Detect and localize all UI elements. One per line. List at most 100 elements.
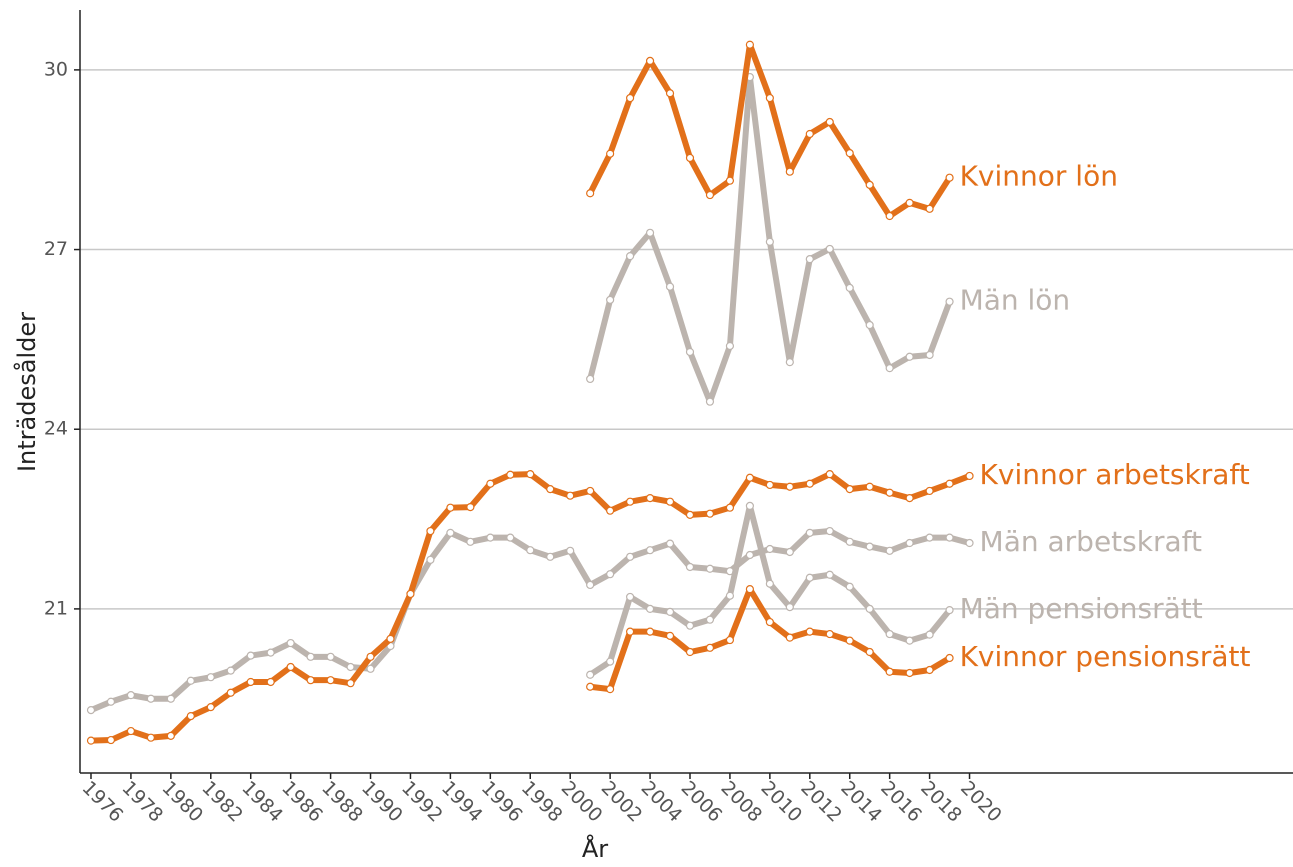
point	[606, 657, 615, 666]
point	[825, 570, 834, 579]
point	[466, 537, 475, 546]
point	[366, 652, 375, 661]
point	[246, 677, 255, 687]
point	[226, 688, 235, 697]
point	[506, 533, 515, 542]
x-tick-label: 1998	[517, 777, 567, 827]
point	[346, 679, 355, 688]
point	[625, 93, 635, 103]
point	[905, 494, 914, 503]
point	[785, 603, 794, 612]
point	[126, 726, 136, 736]
y-tick-label: 21	[44, 597, 68, 619]
point	[586, 682, 595, 691]
point	[725, 635, 735, 645]
x-tick-label: 2020	[956, 777, 1006, 827]
point	[166, 731, 175, 740]
point	[885, 629, 894, 639]
point	[566, 546, 575, 555]
point	[665, 89, 675, 98]
x-tick-label: 1984	[237, 777, 287, 827]
point	[366, 664, 375, 673]
x-tick-label: 1978	[117, 777, 167, 827]
point	[745, 473, 754, 482]
point	[206, 673, 215, 682]
point	[606, 685, 615, 694]
x-tick-label: 2012	[796, 777, 846, 827]
x-tick-label: 2000	[557, 777, 607, 827]
point	[785, 547, 794, 557]
point	[426, 526, 435, 536]
x-tick-label: 1994	[437, 777, 487, 827]
x-tick-label: 2018	[916, 777, 966, 827]
point	[745, 501, 754, 510]
point	[685, 347, 695, 357]
x-tick-label: 1976	[78, 777, 128, 827]
point	[226, 666, 235, 675]
point	[785, 167, 794, 176]
point	[725, 176, 735, 185]
point	[825, 470, 834, 479]
point	[406, 589, 415, 599]
point	[905, 538, 914, 548]
point	[206, 703, 215, 712]
point	[586, 189, 595, 198]
x-tick-label: 1980	[157, 777, 207, 827]
series-label: Kvinnor pensionsrätt	[960, 640, 1251, 673]
point	[346, 662, 355, 672]
point	[925, 204, 934, 213]
point	[965, 471, 974, 481]
point	[705, 190, 715, 200]
point	[566, 491, 575, 500]
point	[745, 585, 754, 594]
y-tick-label: 27	[44, 238, 68, 260]
point	[586, 486, 595, 496]
point	[825, 244, 834, 254]
series-label: Män lön	[960, 284, 1071, 317]
x-tick-label: 1990	[357, 777, 407, 827]
x-tick-label: 1986	[277, 777, 327, 827]
x-tick-label: 2014	[836, 777, 886, 827]
point	[965, 538, 974, 548]
point	[685, 562, 695, 572]
x-tick-label: 2008	[717, 777, 767, 827]
point	[905, 198, 914, 207]
point	[665, 282, 675, 291]
point	[845, 582, 854, 591]
point	[945, 479, 954, 488]
y-tick-label: 30	[44, 58, 68, 80]
series-label: Kvinnor arbetskraft	[980, 458, 1250, 491]
point	[865, 604, 874, 614]
point	[765, 237, 774, 246]
point	[246, 651, 255, 660]
point	[745, 550, 754, 560]
point	[925, 665, 934, 675]
point	[725, 503, 735, 512]
point	[645, 56, 655, 66]
point	[446, 503, 455, 512]
point	[486, 533, 495, 542]
point	[286, 638, 295, 648]
point	[186, 712, 195, 721]
series-line	[90, 471, 971, 744]
point	[606, 295, 615, 304]
point	[106, 697, 116, 706]
point	[506, 470, 515, 479]
x-tick-label: 2006	[677, 777, 727, 827]
point	[805, 129, 814, 139]
x-tick-label: 1988	[317, 777, 367, 827]
point	[486, 479, 495, 488]
point	[665, 607, 675, 616]
point	[905, 352, 914, 361]
point	[885, 667, 894, 676]
point	[765, 544, 774, 554]
point	[146, 733, 155, 742]
point	[845, 149, 854, 158]
point	[645, 546, 655, 555]
point	[945, 605, 954, 615]
point	[326, 676, 335, 685]
point	[526, 546, 535, 555]
point	[146, 694, 155, 703]
point	[645, 228, 655, 237]
point	[865, 482, 874, 491]
